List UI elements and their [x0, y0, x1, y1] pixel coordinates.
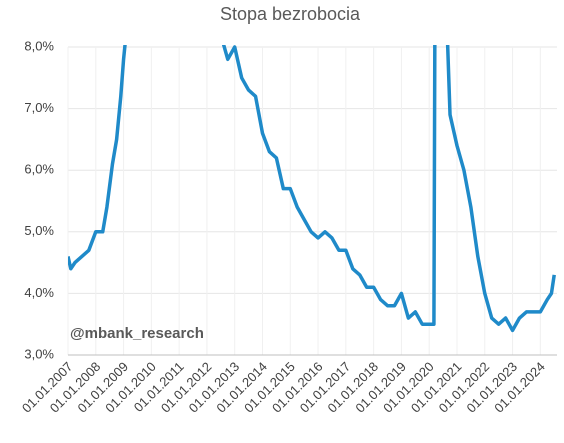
- y-tick-label: 3,0%: [24, 346, 54, 361]
- line: [68, 45, 556, 333]
- watermark: @mbank_research: [70, 325, 204, 342]
- chart-title: Stopa bezrobocia: [220, 4, 361, 24]
- y-tick-label: 6,0%: [24, 162, 54, 177]
- y-tick-label: 5,0%: [24, 223, 54, 238]
- y-tick-label: 8,0%: [24, 38, 54, 53]
- y-tick-label: 7,0%: [24, 100, 54, 115]
- y-tick-label: 4,0%: [24, 285, 54, 300]
